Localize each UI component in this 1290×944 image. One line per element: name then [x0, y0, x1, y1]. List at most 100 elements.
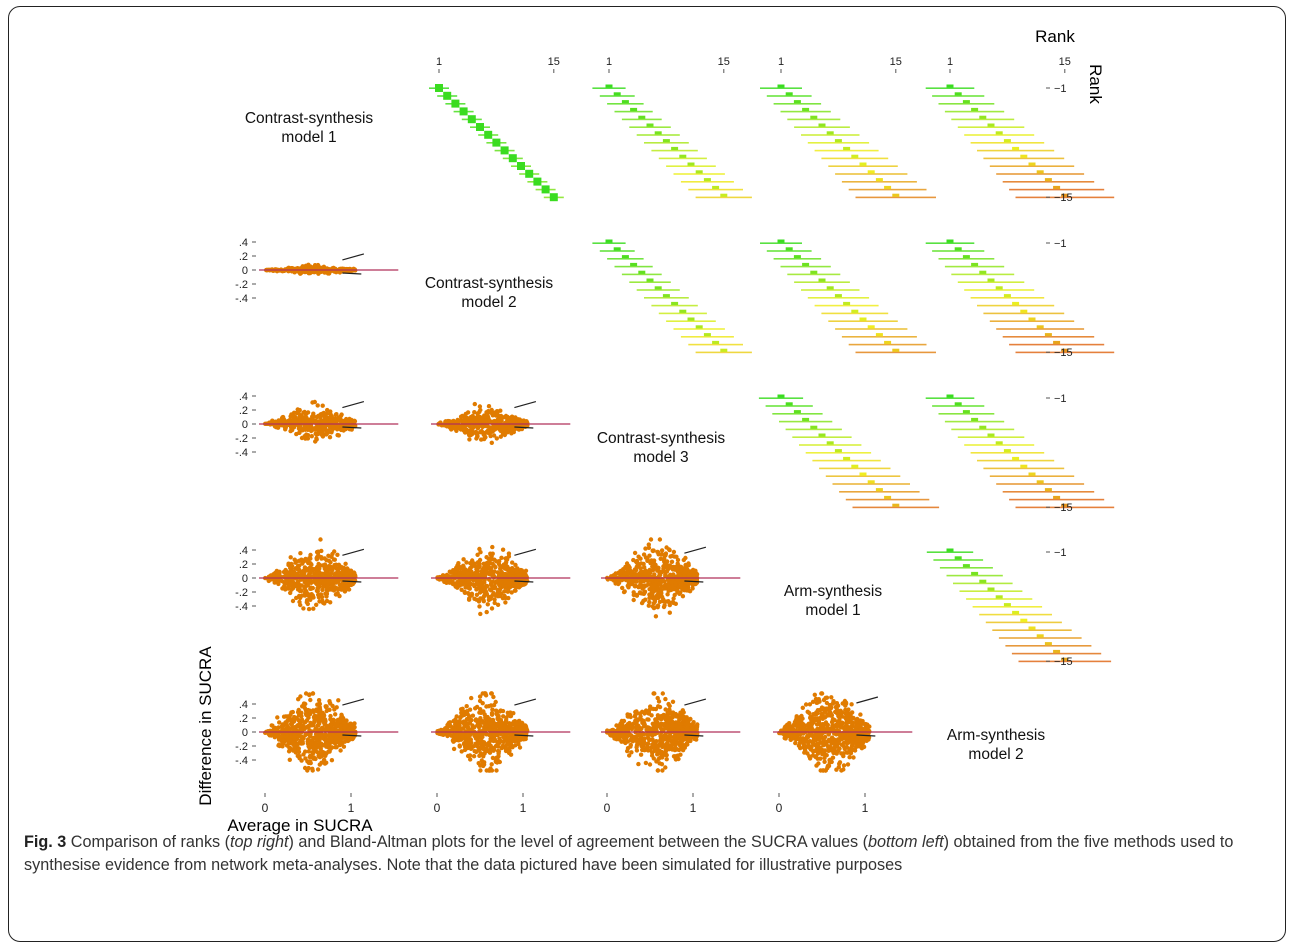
data-point [297, 595, 303, 601]
data-point [478, 707, 483, 712]
data-point [464, 560, 469, 565]
data-point [332, 549, 337, 554]
data-point [311, 411, 316, 416]
data-point [301, 606, 306, 611]
data-point [480, 734, 485, 740]
data-point [485, 424, 490, 429]
data-point [622, 571, 628, 576]
data-point [643, 546, 648, 551]
data-point [297, 719, 302, 724]
data-point [294, 431, 299, 437]
data-point [306, 262, 311, 267]
data-point [323, 732, 328, 737]
data-point [662, 586, 668, 591]
data-point [462, 589, 467, 595]
data-point [493, 759, 499, 764]
data-point [643, 760, 649, 766]
data-point [474, 742, 479, 747]
data-point [647, 553, 652, 558]
data-point [503, 600, 508, 605]
data-point [495, 748, 501, 754]
data-point [673, 755, 678, 761]
data-point [492, 597, 497, 602]
data-point [325, 742, 331, 747]
data-point [302, 720, 307, 725]
data-point [646, 731, 651, 737]
data-point [277, 720, 282, 725]
data-point [328, 560, 333, 565]
data-point [342, 724, 347, 729]
data-point [292, 745, 297, 751]
data-point [455, 585, 460, 590]
data-point [286, 736, 292, 741]
data-point [305, 601, 310, 607]
data-point [297, 416, 302, 421]
bland-altman-panel: .4.20-.2-.40 1 [235, 691, 399, 815]
data-point [326, 553, 331, 558]
data-point [647, 737, 652, 743]
data-point [651, 558, 657, 563]
data-point [477, 740, 483, 745]
y-tick-label: .4 [239, 237, 248, 249]
data-point [477, 590, 483, 595]
data-point [646, 710, 652, 715]
data-point [655, 603, 661, 608]
data-point [299, 435, 305, 441]
data-point [513, 588, 518, 593]
lower-limit-line [514, 426, 534, 429]
data-point [503, 561, 508, 567]
data-point [667, 734, 673, 740]
data-point [483, 715, 488, 720]
data-point [490, 717, 496, 723]
data-point [472, 733, 477, 739]
data-point [649, 753, 655, 758]
data-point [316, 554, 321, 559]
data-point [315, 750, 320, 755]
data-point [327, 749, 332, 754]
data-point [481, 594, 487, 599]
data-point [500, 547, 506, 552]
data-point [650, 564, 655, 569]
data-point [677, 725, 683, 730]
data-point [303, 436, 308, 441]
data-point [311, 606, 316, 611]
y-tick-label: -.2 [235, 741, 248, 753]
data-point [302, 567, 307, 572]
y-tick-label: -.4 [235, 447, 248, 459]
data-point [664, 742, 669, 747]
data-point [459, 587, 464, 592]
data-point [506, 551, 512, 556]
data-point [474, 592, 480, 597]
data-point [620, 585, 625, 591]
upper-limit-line [514, 698, 537, 706]
data-point [638, 556, 643, 561]
data-point [641, 724, 647, 729]
data-point [489, 762, 494, 767]
data-point [295, 723, 300, 728]
data-point [466, 734, 471, 739]
data-point [298, 726, 303, 732]
data-point [634, 592, 639, 598]
data-point [518, 726, 523, 732]
data-point [476, 748, 481, 753]
data-point [320, 426, 326, 431]
data-point [306, 606, 312, 612]
data-point [302, 765, 308, 771]
data-point [662, 556, 667, 561]
data-point [488, 581, 494, 586]
bland-altman-panel: .4.20-.2-.4 [235, 237, 399, 305]
data-point [671, 549, 677, 555]
data-point [639, 734, 644, 740]
data-point [670, 699, 676, 704]
data-point [650, 548, 656, 554]
data-point [481, 432, 487, 437]
data-point [328, 722, 333, 728]
data-point [322, 601, 327, 606]
data-point [494, 743, 499, 749]
data-point [653, 719, 658, 724]
lower-limit-line [342, 580, 362, 583]
y-tick-label: -.4 [235, 293, 248, 305]
data-point [311, 715, 317, 720]
